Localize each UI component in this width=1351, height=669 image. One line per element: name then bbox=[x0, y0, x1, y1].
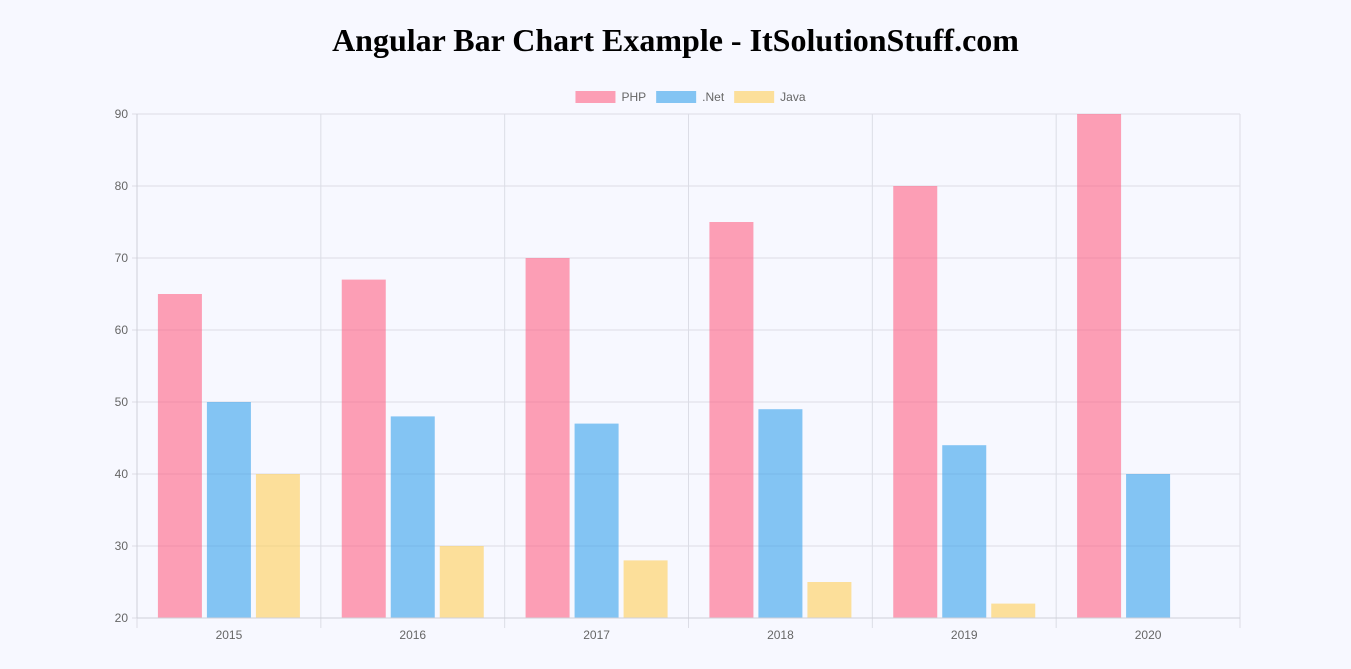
bar-net-2018[interactable] bbox=[758, 409, 803, 618]
chart-legend: PHP .Net Java bbox=[575, 90, 806, 104]
legend-label[interactable]: PHP bbox=[621, 90, 646, 104]
bar-net-2017[interactable] bbox=[574, 423, 619, 618]
legend-swatch[interactable] bbox=[575, 91, 616, 103]
y-tick-label: 50 bbox=[115, 395, 129, 409]
legend-label[interactable]: .Net bbox=[702, 90, 725, 104]
y-tick-label: 30 bbox=[115, 539, 129, 553]
y-tick-label: 20 bbox=[115, 611, 129, 625]
y-tick-label: 90 bbox=[115, 107, 129, 121]
bar-php-2018[interactable] bbox=[709, 222, 754, 618]
bar-php-2019[interactable] bbox=[893, 186, 938, 618]
bar-java-2015[interactable] bbox=[255, 474, 300, 618]
bar-php-2020[interactable] bbox=[1077, 114, 1122, 618]
bar-java-2017[interactable] bbox=[623, 560, 668, 618]
bar-php-2017[interactable] bbox=[525, 258, 570, 618]
y-tick-label: 70 bbox=[115, 251, 129, 265]
x-tick-label: 2020 bbox=[1135, 628, 1162, 642]
bar-net-2019[interactable] bbox=[942, 445, 987, 618]
bar-php-2016[interactable] bbox=[341, 279, 386, 618]
y-tick-label: 40 bbox=[115, 467, 129, 481]
x-tick-label: 2017 bbox=[583, 628, 610, 642]
x-tick-label: 2018 bbox=[767, 628, 794, 642]
y-tick-label: 80 bbox=[115, 179, 129, 193]
x-tick-label: 2015 bbox=[216, 628, 243, 642]
y-tick-label: 60 bbox=[115, 323, 129, 337]
page-title: Angular Bar Chart Example - ItSolutionSt… bbox=[332, 22, 1019, 58]
chart-axes: 90 80 70 60 50 40 30 20 2015 2016 2017 2018 2019 2020 bbox=[115, 107, 1240, 642]
legend-label[interactable]: Java bbox=[780, 90, 806, 104]
x-tick-label: 2019 bbox=[951, 628, 978, 642]
bar-net-2020[interactable] bbox=[1126, 474, 1171, 618]
legend-swatch[interactable] bbox=[734, 91, 775, 103]
bar-java-2018[interactable] bbox=[807, 582, 852, 618]
bar-java-2019[interactable] bbox=[991, 603, 1036, 618]
bar-net-2015[interactable] bbox=[206, 402, 251, 618]
chart-bars bbox=[157, 114, 1171, 618]
legend-swatch[interactable] bbox=[656, 91, 697, 103]
bar-java-2016[interactable] bbox=[439, 546, 484, 618]
bar-net-2016[interactable] bbox=[390, 416, 435, 618]
x-tick-label: 2016 bbox=[399, 628, 426, 642]
bar-php-2015[interactable] bbox=[157, 294, 202, 618]
